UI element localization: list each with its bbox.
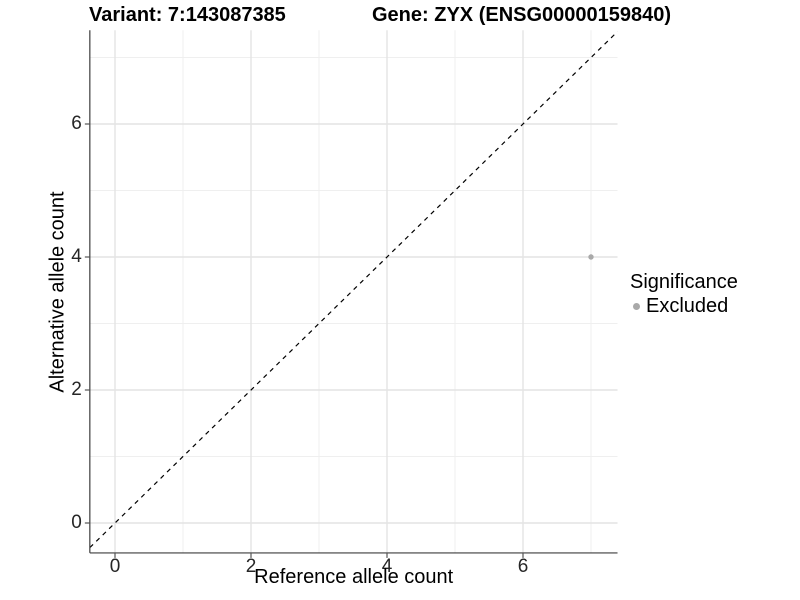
legend: Significance Excluded — [630, 271, 738, 318]
legend-item-label: Excluded — [646, 295, 729, 317]
x-tick-label: 4 — [381, 555, 393, 577]
y-tick-label: 2 — [71, 379, 82, 400]
y-axis-label: Alternative allele count — [46, 190, 69, 393]
x-tick-label: 2 — [245, 555, 257, 577]
x-tick-label: 0 — [109, 555, 121, 577]
legend-point-swatch — [633, 303, 640, 310]
plot-title-variant: Variant: 7:143087385 — [89, 4, 286, 26]
y-tick-label: 4 — [71, 246, 82, 267]
plot-title-gene: Gene: ZYX (ENSG00000159840) — [372, 4, 672, 26]
data-point — [588, 254, 594, 260]
legend-item-excluded: Excluded — [630, 295, 738, 318]
y-tick-label: 0 — [71, 512, 82, 533]
legend-title: Significance — [630, 271, 738, 293]
identity-reference-line — [89, 31, 618, 549]
x-axis-label: Reference allele count — [254, 566, 454, 588]
y-tick-label: 6 — [71, 113, 82, 134]
x-tick-label: 6 — [517, 555, 529, 577]
